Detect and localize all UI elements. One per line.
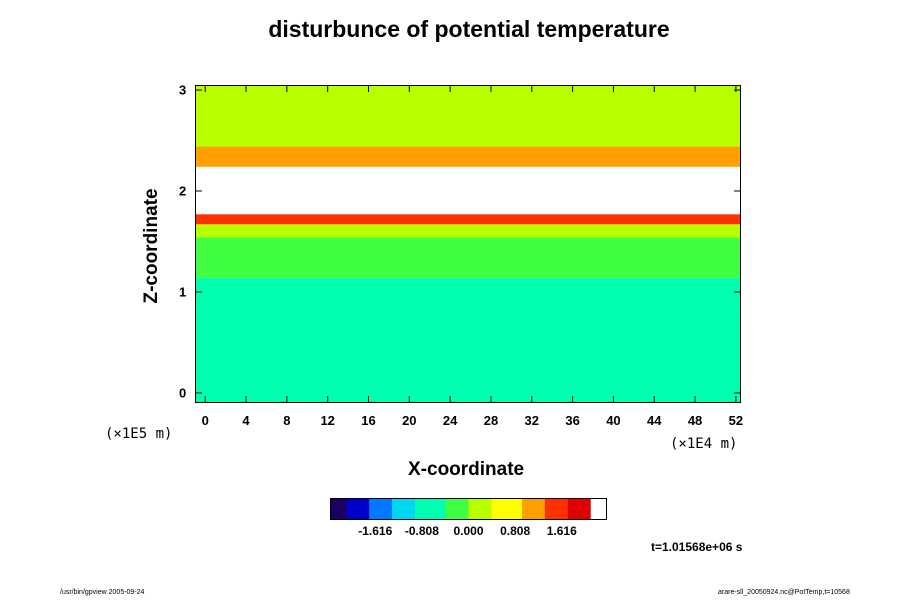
colorbar-swatch xyxy=(506,499,515,519)
colorbar-swatch xyxy=(560,499,569,519)
colorbar-swatch xyxy=(491,499,500,519)
colorbar-swatch xyxy=(331,499,339,519)
x-axis-label: X-coordinate xyxy=(408,459,525,480)
colorbar-tick-label: 1.616 xyxy=(546,524,577,538)
colorbar-tick-label: -0.808 xyxy=(404,524,439,538)
colorbar-swatch xyxy=(338,499,347,519)
colorbar-swatch xyxy=(453,499,462,519)
colorbar-swatch xyxy=(529,499,538,519)
colorbar-swatch xyxy=(399,499,408,519)
colorbar-swatch xyxy=(590,499,599,519)
y-tick-label: 2 xyxy=(179,183,187,199)
x-tick-label: 24 xyxy=(442,413,458,428)
time-stamp: t=1.01568e+06 s xyxy=(651,540,743,554)
footer-source: arare-sll_20050924.nc@PotTemp,t=10568 xyxy=(718,589,850,596)
heatmap-band xyxy=(196,166,740,215)
heatmap-band xyxy=(196,214,740,225)
colorbar-swatch xyxy=(430,499,439,519)
colorbar-swatch xyxy=(460,499,469,519)
footer-command: /usr/bin/gpview 2005-09-24 xyxy=(60,589,145,596)
colorbar-swatch xyxy=(537,499,546,519)
x-tick-label: 8 xyxy=(283,413,291,428)
colorbar-swatch xyxy=(384,499,393,519)
colorbar-swatch xyxy=(544,499,553,519)
heatmap-band xyxy=(196,277,740,306)
heatmap-band xyxy=(196,86,740,147)
plot-area xyxy=(195,85,741,403)
chart-title: disturbunce of potential temperature xyxy=(268,16,670,42)
colorbar-swatch xyxy=(521,499,530,519)
y-tick-label: 1 xyxy=(179,284,187,300)
colorbar-swatch xyxy=(392,499,401,519)
heatmap-field xyxy=(196,86,740,402)
colorbar xyxy=(330,498,607,520)
colorbar-swatch xyxy=(514,499,523,519)
colorbar-tick-label: 0.000 xyxy=(453,524,484,538)
colorbar-swatch xyxy=(415,499,423,519)
x-tick-label: 48 xyxy=(687,413,703,428)
heatmap-band xyxy=(196,146,740,167)
colorbar-swatch xyxy=(407,499,416,519)
x-tick-label: 36 xyxy=(565,413,580,428)
colorbar-tick-label: -1.616 xyxy=(358,524,393,538)
colorbar-swatch xyxy=(499,499,507,519)
y-tick-label: 3 xyxy=(179,82,187,98)
colorbar-tick-label: 0.808 xyxy=(500,524,531,538)
x-tick-label: 12 xyxy=(320,413,335,428)
colorbar-swatch xyxy=(468,499,477,519)
heatmap-band xyxy=(196,237,740,278)
x-tick-label: 32 xyxy=(524,413,540,428)
x-tick-label: 28 xyxy=(483,413,499,428)
x-tick-label: 40 xyxy=(606,413,621,428)
colorbar-swatch xyxy=(476,499,485,519)
heatmap-band xyxy=(196,305,740,402)
y-tick-label: 0 xyxy=(179,385,187,401)
x-tick-label: 16 xyxy=(361,413,376,428)
colorbar-swatch xyxy=(437,499,446,519)
y-axis-label: Z-coordinate xyxy=(141,188,162,304)
colorbar-swatch xyxy=(346,499,355,519)
colorbar-swatch xyxy=(353,499,362,519)
heatmap-band xyxy=(196,224,740,238)
colorbar-swatch xyxy=(483,499,492,519)
x-unit-label: (×1E4 m) xyxy=(670,436,738,452)
colorbar-swatch xyxy=(361,499,370,519)
colorbar-swatch xyxy=(598,499,606,519)
colorbar-swatch xyxy=(376,499,385,519)
colorbar-swatch xyxy=(445,499,454,519)
colorbar-swatch xyxy=(583,499,592,519)
x-tick-label: 20 xyxy=(402,413,417,428)
colorbar-swatch xyxy=(567,499,576,519)
x-tick-label: 4 xyxy=(242,413,250,428)
colorbar-swatch xyxy=(552,499,561,519)
colorbar-swatch xyxy=(369,499,378,519)
colorbar-swatch xyxy=(575,499,584,519)
colorbar-swatch xyxy=(422,499,431,519)
x-tick-label: 0 xyxy=(201,413,209,428)
y-unit-label: (×1E5 m) xyxy=(105,426,173,442)
x-tick-label: 52 xyxy=(728,413,744,428)
x-tick-label: 44 xyxy=(647,413,662,428)
